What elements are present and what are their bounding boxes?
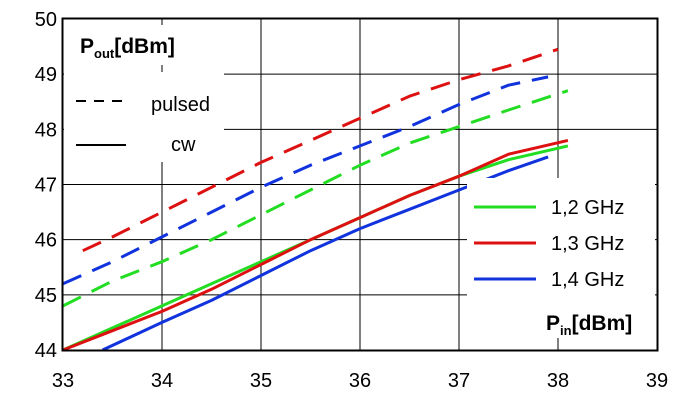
series-line-cw-1-3-ghz (62, 138, 569, 352)
frequency-legend: 1,2 GHz 1,3 GHz 1,4 GHz (474, 197, 624, 291)
legend-label: 1,2 GHz (551, 197, 624, 219)
legend-label: 1,3 GHz (551, 233, 624, 255)
pulsed-legend-label: pulsed (151, 94, 210, 116)
x-tick-label: 38 (547, 370, 569, 392)
ticks: 33 34 35 36 37 38 39 44 45 46 47 48 49 50 (35, 9, 668, 392)
series-line-pulsed-1-3-ghz (82, 47, 559, 253)
x-axis-label-main: P (546, 312, 560, 335)
y-axis-label: Pout[dBm] (80, 35, 175, 61)
y-tick-label: 47 (35, 175, 57, 197)
legend-label: 1,4 GHz (551, 269, 624, 291)
x-tick-label: 33 (52, 370, 74, 392)
x-tick-label: 37 (448, 370, 470, 392)
x-axis-label-unit: [dBm] (572, 312, 633, 335)
cw-legend-label: cw (171, 134, 196, 156)
y-axis-label-sub: out (94, 46, 115, 61)
y-tick-label: 45 (35, 285, 57, 307)
y-tick-label: 44 (35, 340, 57, 362)
y-axis-label-unit: [dBm] (114, 35, 175, 58)
x-axis-label-sub: in (560, 323, 572, 338)
y-tick-label: 49 (35, 64, 57, 86)
y-tick-label: 48 (35, 119, 57, 141)
y-axis-label-main: P (80, 35, 94, 58)
series-line-pulsed-1-2-ghz (62, 89, 569, 308)
x-tick-label: 35 (250, 370, 272, 392)
x-tick-label: 39 (646, 370, 668, 392)
y-label-background (66, 25, 204, 65)
x-tick-label: 36 (349, 370, 371, 392)
y-tick-label: 46 (35, 230, 57, 252)
x-tick-label: 34 (151, 370, 173, 392)
x-axis-label: Pin[dBm] (546, 312, 632, 338)
y-tick-label: 50 (35, 9, 57, 31)
freq-legend-background (467, 178, 655, 338)
style-legend-background (64, 72, 224, 162)
plot-frame (61, 17, 659, 352)
series-line-pulsed-1-4-ghz (62, 75, 549, 286)
